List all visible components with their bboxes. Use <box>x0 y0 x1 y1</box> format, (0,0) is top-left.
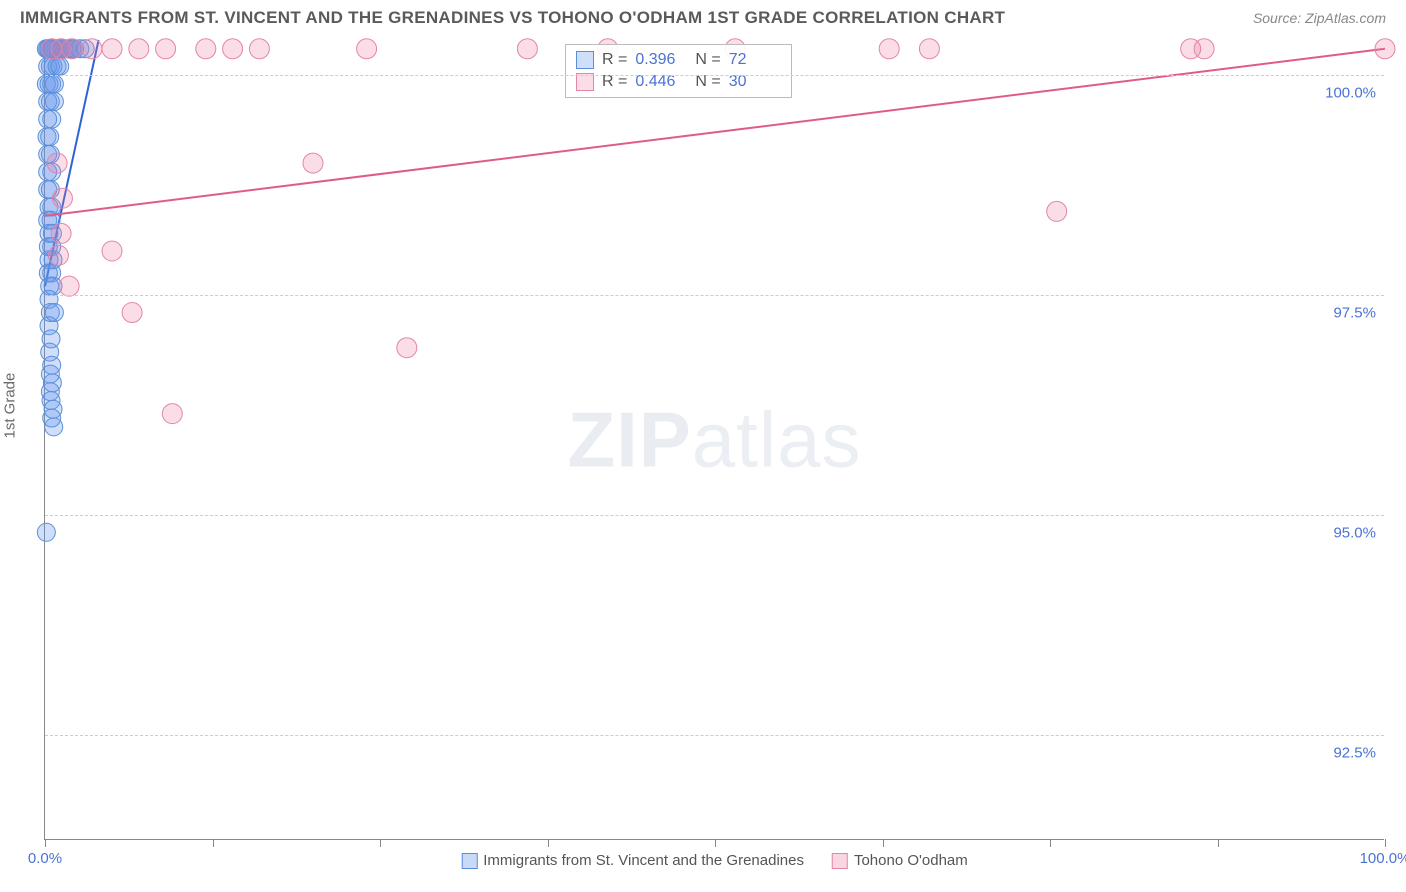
bottom-legend: Immigrants from St. Vincent and the Gren… <box>461 852 968 869</box>
y-axis-label: 1st Grade <box>2 373 19 439</box>
y-tick-label: 97.5% <box>1333 304 1376 321</box>
data-point <box>82 39 102 59</box>
x-tick <box>45 839 46 847</box>
data-point <box>45 75 63 93</box>
stats-swatch-1 <box>576 51 594 69</box>
chart-plot-area: ZIPatlas R = 0.396 N = 72 R = 0.446 N = … <box>44 40 1384 840</box>
stats-r-value-1: 0.396 <box>635 51 687 69</box>
data-point <box>51 57 69 75</box>
data-point <box>122 303 142 323</box>
data-point <box>45 93 63 111</box>
data-point <box>196 39 216 59</box>
data-point <box>47 153 67 173</box>
legend-item-2: Tohono O'odham <box>832 852 968 869</box>
data-point <box>1047 201 1067 221</box>
data-point <box>129 39 149 59</box>
data-point <box>51 223 71 243</box>
data-point <box>517 39 537 59</box>
stats-r-label-1: R = <box>602 51 627 69</box>
stats-row-series1: R = 0.396 N = 72 <box>576 49 781 71</box>
x-tick-label: 0.0% <box>28 850 62 867</box>
legend-item-1: Immigrants from St. Vincent and the Gren… <box>461 852 804 869</box>
x-tick <box>715 839 716 847</box>
data-point <box>62 39 82 59</box>
data-point <box>397 338 417 358</box>
x-tick <box>1218 839 1219 847</box>
scatter-svg <box>45 40 1384 839</box>
gridline-h <box>45 515 1384 516</box>
data-point <box>59 276 79 296</box>
data-point <box>156 39 176 59</box>
legend-swatch-1 <box>461 853 477 869</box>
x-tick-label: 100.0% <box>1360 850 1406 867</box>
x-tick <box>883 839 884 847</box>
x-tick <box>380 839 381 847</box>
data-point <box>37 523 55 541</box>
data-point <box>162 404 182 424</box>
data-point <box>1375 39 1395 59</box>
data-point <box>879 39 899 59</box>
x-tick <box>213 839 214 847</box>
stats-n-value-1: 72 <box>729 51 781 69</box>
source-attribution: Source: ZipAtlas.com <box>1253 10 1386 26</box>
data-point <box>102 39 122 59</box>
x-tick <box>1385 839 1386 847</box>
legend-swatch-2 <box>832 853 848 869</box>
data-point <box>48 245 68 265</box>
data-point <box>41 128 59 146</box>
data-point <box>223 39 243 59</box>
chart-title: IMMIGRANTS FROM ST. VINCENT AND THE GREN… <box>20 8 1005 28</box>
data-point <box>45 418 63 436</box>
legend-label-1: Immigrants from St. Vincent and the Gren… <box>483 852 804 869</box>
data-point <box>43 110 61 128</box>
y-tick-label: 100.0% <box>1325 85 1376 102</box>
data-point <box>52 188 72 208</box>
data-point <box>249 39 269 59</box>
data-point <box>1194 39 1214 59</box>
gridline-h <box>45 295 1384 296</box>
gridline-h <box>45 735 1384 736</box>
correlation-stats-box: R = 0.396 N = 72 R = 0.446 N = 30 <box>565 44 792 98</box>
data-point <box>357 39 377 59</box>
y-tick-label: 92.5% <box>1333 744 1376 761</box>
data-point <box>919 39 939 59</box>
legend-label-2: Tohono O'odham <box>854 852 968 869</box>
x-tick <box>1050 839 1051 847</box>
data-point <box>303 153 323 173</box>
gridline-h <box>45 75 1384 76</box>
y-tick-label: 95.0% <box>1333 524 1376 541</box>
x-tick <box>548 839 549 847</box>
stats-n-label-1: N = <box>695 51 720 69</box>
data-point <box>102 241 122 261</box>
